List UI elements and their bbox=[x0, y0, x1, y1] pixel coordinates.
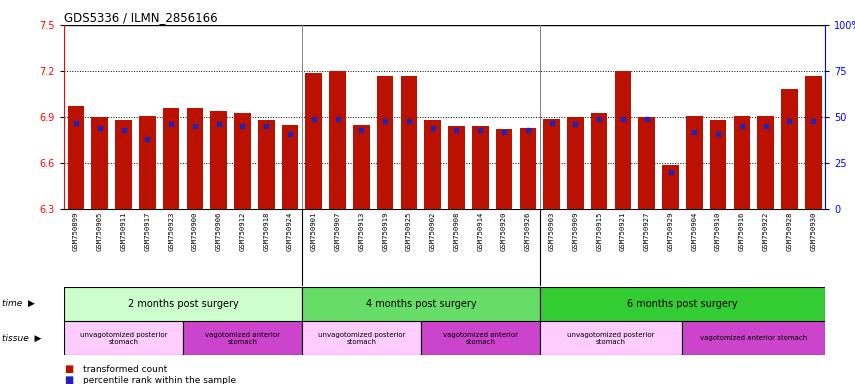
Text: unvagotomized posterior
stomach: unvagotomized posterior stomach bbox=[317, 332, 405, 345]
Bar bbox=[734, 116, 750, 209]
Bar bbox=[710, 120, 727, 209]
Text: GSM750922: GSM750922 bbox=[763, 212, 769, 251]
Bar bbox=[302, 321, 421, 355]
Text: GSM750926: GSM750926 bbox=[525, 212, 531, 251]
Bar bbox=[682, 321, 825, 355]
Text: GSM750918: GSM750918 bbox=[263, 212, 269, 251]
Bar bbox=[401, 76, 417, 209]
Bar bbox=[543, 119, 560, 209]
Text: GSM750913: GSM750913 bbox=[358, 212, 364, 251]
Bar bbox=[662, 165, 679, 209]
Text: unvagotomized posterior
stomach: unvagotomized posterior stomach bbox=[80, 332, 168, 345]
Bar bbox=[139, 116, 156, 209]
Bar bbox=[615, 71, 631, 209]
Bar bbox=[329, 71, 346, 209]
Bar bbox=[68, 106, 85, 209]
Bar bbox=[805, 76, 822, 209]
Bar bbox=[520, 128, 536, 209]
Bar bbox=[186, 108, 203, 209]
Bar bbox=[281, 125, 298, 209]
Text: GSM750912: GSM750912 bbox=[239, 212, 245, 251]
Bar bbox=[686, 116, 703, 209]
Bar bbox=[540, 321, 682, 355]
Bar bbox=[91, 117, 108, 209]
Text: vagotomized anterior stomach: vagotomized anterior stomach bbox=[700, 335, 807, 341]
Bar bbox=[639, 117, 655, 209]
Text: GSM750927: GSM750927 bbox=[644, 212, 650, 251]
Text: GSM750914: GSM750914 bbox=[477, 212, 483, 251]
Text: ■: ■ bbox=[64, 375, 74, 384]
Bar bbox=[448, 126, 465, 209]
Text: GSM750902: GSM750902 bbox=[430, 212, 436, 251]
Text: GSM750909: GSM750909 bbox=[572, 212, 578, 251]
Text: vagotomized anterior
stomach: vagotomized anterior stomach bbox=[205, 332, 280, 345]
Text: GSM750911: GSM750911 bbox=[121, 212, 127, 251]
Text: GSM750921: GSM750921 bbox=[620, 212, 626, 251]
Bar bbox=[472, 126, 488, 209]
Text: GSM750929: GSM750929 bbox=[668, 212, 674, 251]
Text: GSM750917: GSM750917 bbox=[144, 212, 150, 251]
Text: percentile rank within the sample: percentile rank within the sample bbox=[83, 376, 236, 384]
Bar bbox=[234, 113, 251, 209]
Bar bbox=[496, 129, 512, 209]
Text: 6 months post surgery: 6 months post surgery bbox=[627, 299, 738, 309]
Bar bbox=[758, 116, 774, 209]
Text: ■: ■ bbox=[64, 364, 74, 374]
Bar bbox=[353, 125, 369, 209]
Text: vagotomized anterior
stomach: vagotomized anterior stomach bbox=[443, 332, 518, 345]
Text: GSM750901: GSM750901 bbox=[311, 212, 317, 251]
Text: GSM750903: GSM750903 bbox=[549, 212, 555, 251]
Bar bbox=[424, 120, 441, 209]
Bar bbox=[591, 113, 608, 209]
Text: GSM750920: GSM750920 bbox=[501, 212, 507, 251]
Text: GSM750930: GSM750930 bbox=[811, 212, 817, 251]
Text: GSM750906: GSM750906 bbox=[215, 212, 221, 251]
Text: GSM750910: GSM750910 bbox=[715, 212, 721, 251]
Text: GSM750905: GSM750905 bbox=[97, 212, 103, 251]
Text: GSM750925: GSM750925 bbox=[406, 212, 412, 251]
Text: GDS5336 / ILMN_2856166: GDS5336 / ILMN_2856166 bbox=[64, 11, 218, 24]
Text: tissue  ▶: tissue ▶ bbox=[2, 334, 41, 343]
Bar bbox=[64, 287, 302, 321]
Text: transformed count: transformed count bbox=[83, 365, 168, 374]
Bar bbox=[421, 321, 540, 355]
Text: GSM750923: GSM750923 bbox=[168, 212, 174, 251]
Bar bbox=[64, 321, 183, 355]
Text: GSM750919: GSM750919 bbox=[382, 212, 388, 251]
Text: 2 months post surgery: 2 months post surgery bbox=[127, 299, 239, 309]
Text: GSM750899: GSM750899 bbox=[73, 212, 79, 251]
Bar bbox=[210, 111, 227, 209]
Bar bbox=[781, 89, 798, 209]
Text: GSM750928: GSM750928 bbox=[787, 212, 793, 251]
Text: GSM750900: GSM750900 bbox=[192, 212, 198, 251]
Text: GSM750915: GSM750915 bbox=[596, 212, 602, 251]
Bar bbox=[183, 321, 302, 355]
Text: GSM750904: GSM750904 bbox=[692, 212, 698, 251]
Bar bbox=[540, 287, 825, 321]
Text: GSM750916: GSM750916 bbox=[739, 212, 745, 251]
Text: GSM750924: GSM750924 bbox=[287, 212, 293, 251]
Bar bbox=[258, 120, 274, 209]
Text: time  ▶: time ▶ bbox=[2, 299, 34, 308]
Text: GSM750908: GSM750908 bbox=[453, 212, 459, 251]
Text: GSM750907: GSM750907 bbox=[334, 212, 340, 251]
Text: 4 months post surgery: 4 months post surgery bbox=[365, 299, 476, 309]
Bar bbox=[115, 120, 132, 209]
Bar bbox=[302, 287, 540, 321]
Text: unvagotomized posterior
stomach: unvagotomized posterior stomach bbox=[568, 332, 655, 345]
Bar bbox=[377, 76, 393, 209]
Bar bbox=[162, 108, 180, 209]
Bar bbox=[567, 117, 584, 209]
Bar bbox=[305, 73, 322, 209]
